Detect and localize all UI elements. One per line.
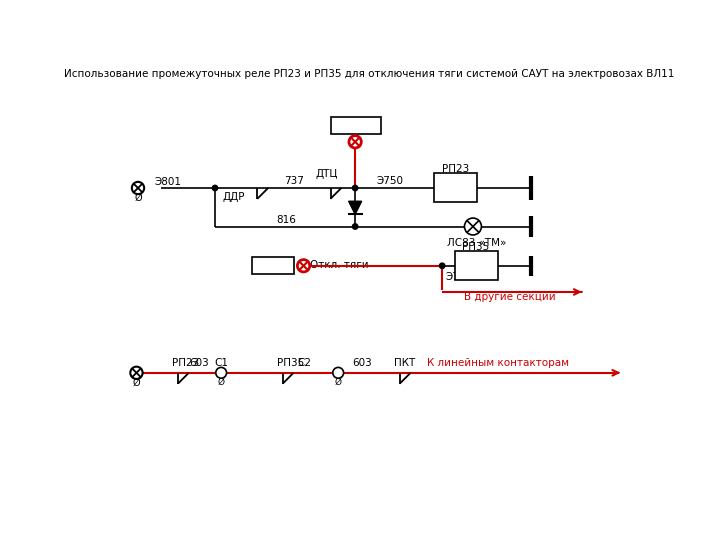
- Text: Э750: Э750: [377, 176, 404, 186]
- Circle shape: [349, 136, 361, 148]
- Circle shape: [333, 367, 343, 378]
- Text: 737: 737: [284, 176, 305, 186]
- Text: Ø: Ø: [335, 377, 342, 387]
- Text: Ø: Ø: [217, 377, 225, 387]
- Text: САУТ: САУТ: [341, 120, 370, 131]
- Bar: [434, 173, 477, 202]
- Circle shape: [132, 182, 144, 194]
- Circle shape: [212, 185, 217, 191]
- Bar: [330, 117, 381, 134]
- Bar: [455, 251, 498, 280]
- Circle shape: [216, 367, 227, 378]
- Text: Откл. тяги: Откл. тяги: [310, 260, 369, 270]
- Polygon shape: [348, 201, 361, 214]
- Circle shape: [130, 367, 143, 379]
- Text: В другие секции: В другие секции: [464, 292, 555, 302]
- Text: ЛС83 «ТМ»: ЛС83 «ТМ»: [447, 239, 506, 248]
- Bar: [252, 257, 294, 274]
- Text: ДДР: ДДР: [222, 192, 246, 202]
- Circle shape: [439, 263, 445, 268]
- Text: ПКТ: ПКТ: [394, 358, 415, 368]
- Text: 816: 816: [276, 214, 297, 225]
- Text: РП35: РП35: [276, 358, 304, 368]
- Text: Ø: Ø: [132, 378, 140, 388]
- Text: ДТЦ: ДТЦ: [315, 169, 338, 179]
- Text: Использование промежуточных реле РП23 и РП35 для отключения тяги системой САУТ н: Использование промежуточных реле РП23 и …: [64, 69, 674, 79]
- Circle shape: [464, 218, 482, 235]
- Text: С1: С1: [214, 358, 228, 368]
- Text: САУТ: САУТ: [258, 261, 287, 271]
- Text: 603: 603: [352, 358, 372, 368]
- Circle shape: [353, 224, 358, 229]
- Text: Э801: Э801: [155, 177, 182, 187]
- Text: Э751: Э751: [445, 272, 472, 281]
- Text: РП23: РП23: [172, 358, 199, 368]
- Circle shape: [297, 260, 310, 272]
- Text: 603: 603: [190, 358, 210, 368]
- Circle shape: [353, 185, 358, 191]
- Text: РП35: РП35: [462, 242, 490, 252]
- Text: РП23: РП23: [441, 164, 469, 174]
- Text: К линейным контакторам: К линейным контакторам: [427, 358, 569, 368]
- Text: С2: С2: [297, 358, 311, 368]
- Text: Ø: Ø: [134, 193, 142, 203]
